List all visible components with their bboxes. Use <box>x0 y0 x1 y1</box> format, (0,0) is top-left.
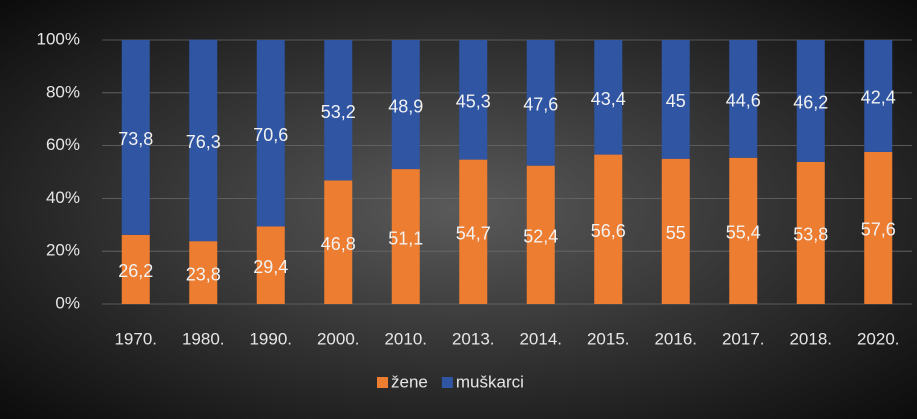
bar-segment <box>256 226 285 304</box>
x-tick-label: 1980. <box>182 329 225 348</box>
bar-segment <box>391 169 420 304</box>
bar-segment <box>526 165 555 304</box>
data-label: 53,8 <box>793 225 828 245</box>
data-label: 23,8 <box>186 264 221 284</box>
bar-segment <box>324 180 353 304</box>
bar-segment <box>729 40 758 158</box>
data-label: 42,4 <box>861 88 896 108</box>
bar-segment <box>661 40 690 159</box>
x-tick-label: 2013. <box>452 329 495 348</box>
bar-segment <box>256 40 285 227</box>
data-label: 70,6 <box>253 125 288 145</box>
x-tick-label: 2015. <box>587 329 630 348</box>
bar-segment <box>189 241 218 304</box>
data-label: 29,4 <box>253 257 288 277</box>
x-tick-label: 2020. <box>857 329 900 348</box>
bar-segment <box>324 40 353 181</box>
x-tick-label: 2000. <box>317 329 360 348</box>
x-tick-label: 2014. <box>519 329 562 348</box>
x-tick-label: 2016. <box>654 329 697 348</box>
y-tick-label: 100% <box>37 29 80 48</box>
bar-segment <box>864 151 893 304</box>
bar-segment <box>661 158 690 304</box>
legend-label: žene <box>391 372 428 391</box>
x-tick-label: 2010. <box>384 329 427 348</box>
y-tick-label: 60% <box>46 135 80 154</box>
data-label: 26,2 <box>118 261 153 281</box>
bar-segment <box>121 40 150 235</box>
data-label: 46,2 <box>793 93 828 113</box>
data-label: 47,6 <box>523 95 558 115</box>
data-label: 57,6 <box>861 220 896 240</box>
legend-label: muškarci <box>456 372 524 391</box>
y-tick-label: 80% <box>46 82 80 101</box>
bar-segment <box>459 159 488 304</box>
data-label: 54,7 <box>456 224 491 244</box>
bar-segment <box>796 161 825 304</box>
y-tick-label: 20% <box>46 241 80 260</box>
data-label: 46,8 <box>321 234 356 254</box>
data-label: 55 <box>666 223 686 243</box>
bar-segment <box>594 40 623 155</box>
bar-segment <box>729 157 758 304</box>
data-label: 56,6 <box>591 221 626 241</box>
x-tick-label: 1970. <box>114 329 157 348</box>
x-tick-label: 2018. <box>789 329 832 348</box>
bar-segment <box>189 39 218 242</box>
bar-segment <box>526 40 555 166</box>
data-label: 52,4 <box>523 227 558 247</box>
legend-swatch <box>377 377 388 388</box>
bar-segment <box>796 40 825 162</box>
y-tick-label: 0% <box>55 293 80 312</box>
data-label: 55,4 <box>726 223 761 243</box>
data-label: 51,1 <box>388 228 423 248</box>
x-tick-label: 1990. <box>249 329 292 348</box>
legend-swatch <box>441 377 453 388</box>
data-label: 44,6 <box>726 91 761 111</box>
data-label: 73,8 <box>118 129 153 149</box>
bar-segment <box>864 40 893 152</box>
bar-segment <box>459 40 488 160</box>
data-label: 48,9 <box>388 96 423 116</box>
data-label: 53,2 <box>321 102 356 122</box>
data-label: 45 <box>666 91 686 111</box>
data-label: 76,3 <box>186 132 221 152</box>
x-tick-label: 2017. <box>722 329 765 348</box>
bar-segment <box>594 154 623 304</box>
y-tick-label: 40% <box>46 188 80 207</box>
data-label: 43,4 <box>591 89 626 109</box>
data-label: 45,3 <box>456 92 491 112</box>
bar-segment <box>121 234 150 304</box>
bar-segment <box>391 40 420 170</box>
